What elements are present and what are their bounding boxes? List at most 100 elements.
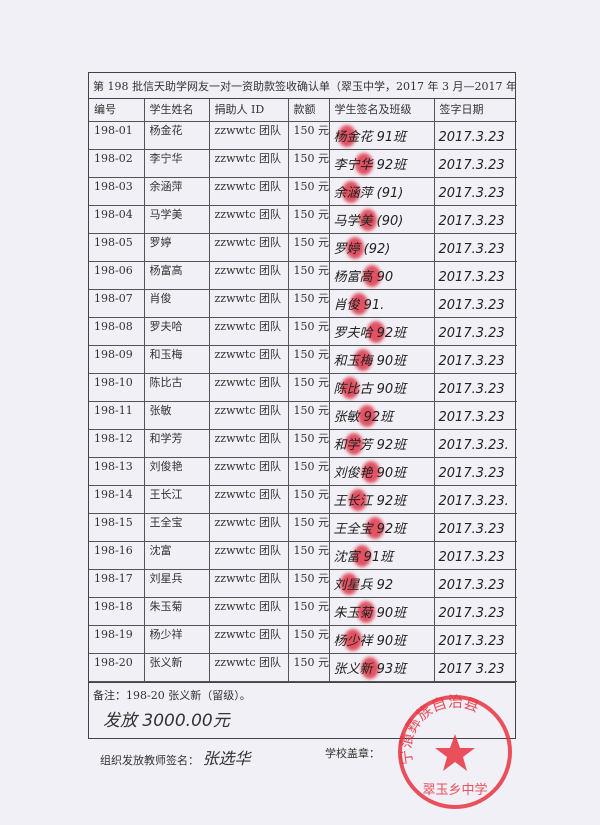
table-row: 198-07 肖俊 zzwwtc 团队 150 元肖俊 91. 2017.3.23 <box>89 288 517 318</box>
cell-id: 198-16 <box>89 540 145 570</box>
cell-amount: 150 元 <box>287 176 330 206</box>
cell-donor: zzwwtc 团队 <box>208 484 289 514</box>
handwritten-signature: 王长江 92班 <box>333 493 407 509</box>
cell-donor: zzwwtc 团队 <box>208 121 289 150</box>
cell-donor: zzwwtc 团队 <box>208 260 289 290</box>
cell-name: 罗夫哈 <box>143 316 210 346</box>
cell-amount: 150 元 <box>287 288 330 318</box>
table-row: 198-14 王长江 zzwwtc 团队 150 元王长江 92班 2017.3.23. <box>89 484 517 514</box>
handwritten-signature: 杨富高 90 <box>333 269 394 285</box>
handwritten-date: 2017.3.23 <box>438 269 505 285</box>
cell-amount: 150 元 <box>287 428 330 458</box>
handwritten-signature: 张敏 92班 <box>333 409 394 425</box>
table-row: 198-09 和玉梅 zzwwtc 团队 150 元和玉梅 90班 2017.3.23 <box>89 344 517 374</box>
cell-sign: 张敏 92班 <box>328 400 435 430</box>
fingerprint-mark <box>356 600 375 623</box>
handwritten-date: 2017 3.23 <box>438 661 505 677</box>
cell-sign: 杨富高 90 <box>328 260 435 290</box>
cell-amount: 150 元 <box>287 260 330 290</box>
cell-date: 2017.3.23 <box>433 204 517 234</box>
cell-sign: 马学美 (90) <box>328 204 435 234</box>
table-row: 198-06 杨富高 zzwwtc 团队 150 元杨富高 90 2017.3.23 <box>89 260 517 290</box>
cell-date: 2017.3.23 <box>433 568 517 598</box>
cell-sign: 肖俊 91. <box>328 288 435 318</box>
cell-sign: 王长江 92班 <box>328 484 435 514</box>
cell-name: 刘俊艳 <box>143 456 210 486</box>
cell-date: 2017.3.23 <box>433 540 517 570</box>
cell-id: 198-19 <box>89 624 145 654</box>
table-row: 198-20 张义新 zzwwtc 团队 150 元张义新 93班 2017 3.23 <box>89 652 517 682</box>
handwritten-signature: 余涵萍 (91) <box>333 185 404 201</box>
cell-name: 余涵萍 <box>143 176 210 206</box>
cell-id: 198-03 <box>89 176 145 206</box>
table-row: 198-13 刘俊艳 zzwwtc 团队 150 元刘俊艳 90班 2017.3.23 <box>89 456 517 486</box>
cell-donor: zzwwtc 团队 <box>208 652 289 682</box>
table-row: 198-18 朱玉菊 zzwwtc 团队 150 元朱玉菊 90班 2017.3.23 <box>89 596 517 626</box>
school-seal: 宁蒗彝族自治县 翠玉乡中学 <box>397 693 512 809</box>
cell-name: 刘星兵 <box>143 568 210 598</box>
cell-donor: zzwwtc 团队 <box>208 428 289 458</box>
remark-handwritten: 发放 3000.00元 <box>103 710 230 731</box>
table-row: 198-10 陈比古 zzwwtc 团队 150 元陈比古 90班 2017.3.23 <box>89 372 517 402</box>
cell-donor: zzwwtc 团队 <box>208 456 289 486</box>
fingerprint-mark <box>362 264 381 287</box>
table-row: 198-11 张敏 zzwwtc 团队 150 元张敏 92班 2017.3.23 <box>89 400 517 430</box>
table-row: 198-08 罗夫哈 zzwwtc 团队 150 元罗夫哈 92班 2017.3.23 <box>89 316 517 346</box>
cell-amount: 150 元 <box>287 372 330 402</box>
cell-date: 2017.3.23 <box>433 121 517 150</box>
cell-amount: 150 元 <box>287 148 330 178</box>
cell-sign: 和玉梅 90班 <box>328 344 435 374</box>
handwritten-signature: 张义新 93班 <box>333 661 407 677</box>
fingerprint-mark <box>358 208 377 231</box>
handwritten-date: 2017.3.23 <box>438 157 505 173</box>
column-header: 学生姓名 <box>143 99 210 122</box>
cell-donor: zzwwtc 团队 <box>208 624 289 654</box>
handwritten-signature: 和学芳 92班 <box>333 437 407 453</box>
handwritten-date: 2017.3.23 <box>438 633 505 649</box>
cell-donor: zzwwtc 团队 <box>208 400 289 430</box>
cell-date: 2017.3.23 <box>433 596 517 626</box>
cell-donor: zzwwtc 团队 <box>208 204 289 234</box>
column-header: 捐助人 ID <box>208 99 289 122</box>
handwritten-date: 2017.3.23 <box>438 381 505 397</box>
cell-donor: zzwwtc 团队 <box>208 344 289 374</box>
cell-id: 198-18 <box>89 596 145 626</box>
receipt-form: 第 198 批信天助学网友一对一资助款签收确认单（翠玉中学，2017 年 3 月… <box>88 72 517 739</box>
handwritten-date: 2017.3.23 <box>438 213 505 229</box>
cell-sign: 王全宝 92班 <box>328 512 435 542</box>
cell-id: 198-06 <box>89 260 145 290</box>
cell-amount: 150 元 <box>287 344 330 374</box>
cell-sign: 朱玉菊 90班 <box>328 596 435 626</box>
cell-amount: 150 元 <box>287 121 330 150</box>
cell-donor: zzwwtc 团队 <box>208 512 289 542</box>
cell-id: 198-07 <box>89 288 145 318</box>
cell-donor: zzwwtc 团队 <box>208 148 289 178</box>
cell-sign: 和学芳 92班 <box>328 428 435 458</box>
cell-id: 198-12 <box>89 428 145 458</box>
handwritten-signature: 杨少祥 90班 <box>333 633 407 649</box>
cell-donor: zzwwtc 团队 <box>208 540 289 570</box>
handwritten-signature: 李宁华 92班 <box>333 157 407 173</box>
handwritten-signature: 杨金花 91班 <box>333 129 407 145</box>
cell-donor: zzwwtc 团队 <box>208 568 289 598</box>
table-row: 198-01 杨金花 zzwwtc 团队 150 元杨金花 91班 2017.3.23 <box>89 121 517 150</box>
cell-amount: 150 元 <box>287 204 330 234</box>
table-row: 198-02 李宁华 zzwwtc 团队 150 元李宁华 92班 2017.3.23 <box>89 148 517 178</box>
cell-name: 王全宝 <box>143 512 210 542</box>
handwritten-signature: 刘星兵 92 <box>333 577 394 593</box>
cell-donor: zzwwtc 团队 <box>208 316 289 346</box>
table-row: 198-16 沈富 zzwwtc 团队 150 元沈富 91班 2017.3.23 <box>89 540 517 570</box>
column-header: 学生签名及班级 <box>328 99 435 122</box>
handwritten-signature: 肖俊 91. <box>333 297 385 313</box>
cell-name: 陈比古 <box>143 372 210 402</box>
cell-amount: 150 元 <box>287 512 330 542</box>
cell-id: 198-01 <box>89 121 145 150</box>
cell-name: 和学芳 <box>143 428 210 458</box>
table-row: 198-04 马学美 zzwwtc 团队 150 元马学美 (90) 2017.3.23 <box>89 204 517 234</box>
table-row: 198-05 罗婷 zzwwtc 团队 150 元罗婷 (92) 2017.3.23 <box>89 232 517 262</box>
svg-text:宁蒗彝族自治县: 宁蒗彝族自治县 <box>397 693 482 766</box>
fingerprint-mark <box>341 180 360 203</box>
cell-id: 198-10 <box>89 372 145 402</box>
cell-id: 198-04 <box>89 204 145 234</box>
handwritten-date: 2017.3.23 <box>438 325 505 341</box>
